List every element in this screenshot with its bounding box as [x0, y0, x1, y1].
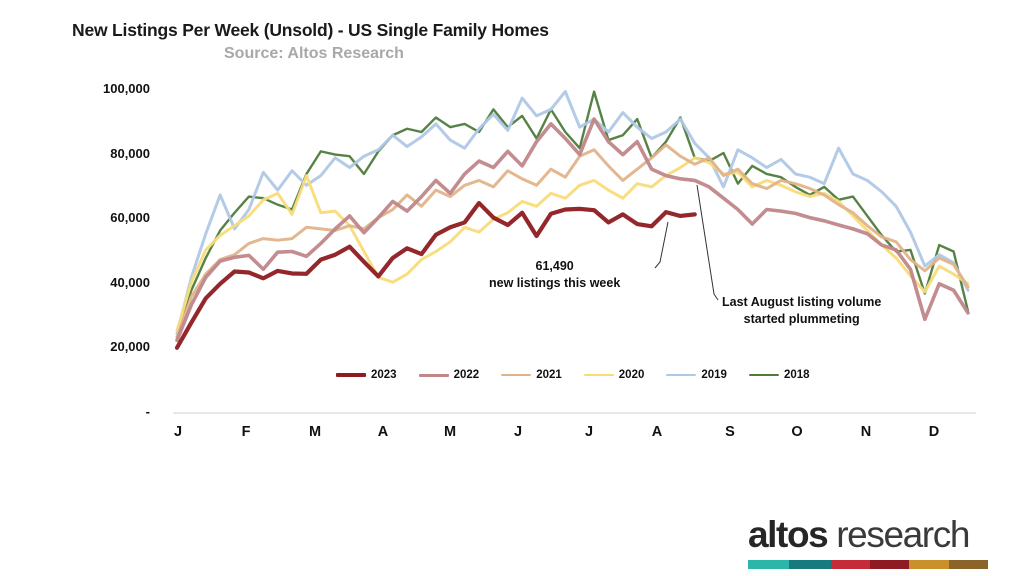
- annotation-current-caption: new listings this week: [489, 275, 621, 290]
- x-axis-tick-label: M: [443, 424, 457, 440]
- x-axis-tick-label: O: [791, 424, 803, 440]
- series-line-2021: [175, 143, 970, 339]
- legend-item-2020[interactable]: 2020: [583, 369, 645, 381]
- x-axis-tick-label: A: [377, 424, 389, 440]
- legend-swatch-2021: [501, 373, 532, 377]
- x-axis-tick-label: M: [308, 424, 322, 440]
- legend-swatch-2022: [418, 373, 449, 377]
- x-axis-tick-label: D: [928, 424, 940, 440]
- legend-swatch-2019: [666, 373, 697, 377]
- legend-label-2021: 2021: [536, 369, 562, 381]
- annotation-august-line1: Last August listing volume: [722, 295, 882, 309]
- y-axis-tick-label: 60,000: [110, 210, 150, 226]
- annotation-leader-august: [696, 184, 719, 301]
- logo-bar-segment: [948, 560, 988, 569]
- logo-wordmark: altos research: [748, 516, 994, 553]
- logo-bar-segment: [909, 560, 949, 569]
- logo-color-bar: [748, 560, 988, 569]
- series-line-2018: [175, 90, 970, 332]
- legend-item-2019[interactable]: 2019: [666, 369, 727, 381]
- y-axis-tick-label: -: [145, 404, 150, 419]
- logo-bar-segment: [748, 560, 790, 569]
- legend-item-2021[interactable]: 2021: [501, 369, 562, 381]
- annotation-august-line2: started plummeting: [743, 311, 860, 326]
- annotation-leader-current: [654, 221, 669, 269]
- x-axis-tick-label: F: [241, 424, 251, 440]
- chart-legend: 2023 2022 2021 2020 2019 2018: [336, 369, 810, 381]
- x-axis-tick-label: J: [173, 424, 183, 440]
- x-axis-tick-label: A: [651, 424, 663, 440]
- logo-word-research: research: [836, 514, 970, 555]
- y-axis: 100,000 80,000 60,000 40,000 20,000 -: [60, 0, 150, 576]
- legend-label-2020: 2020: [618, 369, 645, 381]
- series-line-2020: [175, 156, 970, 333]
- y-axis-tick-label: 20,000: [110, 339, 150, 355]
- x-axis-tick-label: S: [725, 424, 735, 440]
- legend-label-2019: 2019: [701, 369, 727, 381]
- legend-label-2018: 2018: [783, 369, 810, 381]
- x-axis-tick-label: J: [584, 424, 594, 440]
- legend-item-2022[interactable]: 2022: [418, 369, 480, 381]
- legend-swatch-2018: [748, 374, 779, 376]
- altos-research-logo: altos research: [748, 516, 994, 569]
- page-title: New Listings Per Week (Unsold) - US Sing…: [72, 20, 549, 40]
- legend-label-2023: 2023: [371, 369, 397, 381]
- legend-swatch-2020: [583, 373, 614, 377]
- chart-source-subtitle: Source: Altos Research: [224, 45, 404, 62]
- annotation-current-value: 61,490: [535, 259, 574, 273]
- logo-bar-segment: [789, 560, 831, 569]
- legend-label-2022: 2022: [453, 369, 480, 381]
- logo-bar-segment: [869, 560, 910, 569]
- x-axis-tick-label: N: [860, 424, 872, 440]
- annotation-current-listings: 61,490 new listings this week: [489, 258, 620, 292]
- y-axis-tick-label: 100,000: [103, 81, 150, 96]
- logo-word-altos: altos: [748, 514, 829, 555]
- logo-bar-segment: [830, 560, 870, 569]
- annotation-august-plummet: Last August listing volume started plumm…: [722, 294, 881, 328]
- y-axis-tick-label: 40,000: [110, 274, 150, 290]
- legend-item-2023[interactable]: 2023: [336, 369, 397, 381]
- y-axis-tick-label: 80,000: [110, 145, 150, 161]
- series-line-2022: [175, 117, 970, 343]
- legend-item-2018[interactable]: 2018: [748, 369, 810, 381]
- x-axis-tick-label: J: [513, 424, 523, 440]
- series-line-2023: [174, 200, 697, 350]
- legend-swatch-2023: [336, 373, 366, 377]
